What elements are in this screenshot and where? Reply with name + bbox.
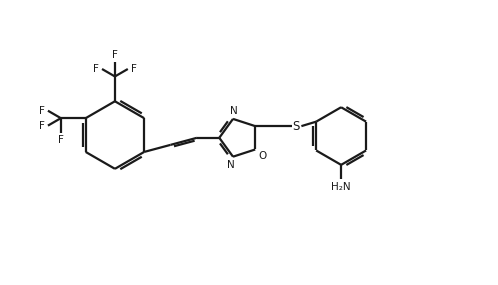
Text: F: F xyxy=(112,50,118,60)
Text: F: F xyxy=(93,64,99,74)
Text: F: F xyxy=(38,106,44,116)
Text: O: O xyxy=(258,151,266,161)
Text: F: F xyxy=(58,135,64,145)
Text: N: N xyxy=(230,106,238,116)
Text: F: F xyxy=(131,64,137,74)
Text: S: S xyxy=(293,120,300,133)
Text: N: N xyxy=(227,160,235,170)
Text: F: F xyxy=(38,121,44,131)
Text: H₂N: H₂N xyxy=(331,182,351,192)
